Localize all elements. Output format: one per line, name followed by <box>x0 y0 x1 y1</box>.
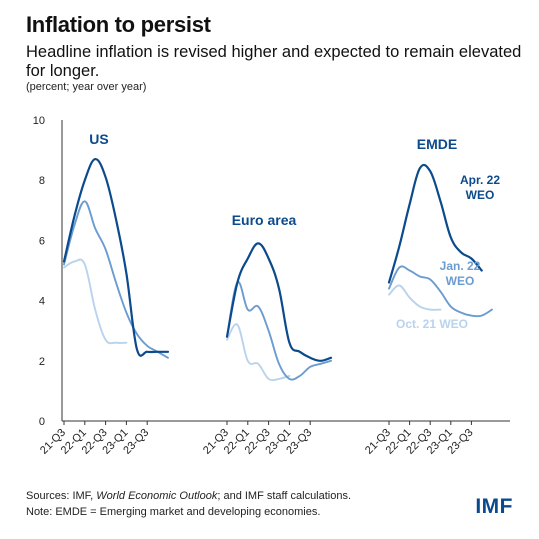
y-tick-label: 0 <box>39 416 45 428</box>
panel-label-us: US <box>89 131 108 147</box>
y-tick-label: 10 <box>33 115 45 127</box>
legend-label-oct21-line-0: Oct. 21 WEO <box>396 317 468 331</box>
definition-note: Note: EMDE = Emerging market and develop… <box>26 506 321 518</box>
y-tick-label: 4 <box>39 296 45 308</box>
sources-suffix: ; and IMF staff calculations. <box>217 490 352 502</box>
sources-note: Sources: IMF, World Economic Outlook; an… <box>26 490 351 502</box>
legend-label-apr22-line-0: Apr. 22 <box>460 173 500 187</box>
euro-area-oct-21-weo-line <box>226 323 291 382</box>
y-tick-label: 8 <box>39 175 45 187</box>
chart-subtitle: Headline inflation is revised higher and… <box>26 43 522 80</box>
legend-label-apr22-line-1: WEO <box>466 188 495 202</box>
emde-oct-21-weo-line <box>388 284 442 311</box>
us-oct-21-weo-line <box>63 258 128 345</box>
euro-area-jan-22-weo-line <box>226 281 332 381</box>
y-tick-label: 6 <box>39 235 45 247</box>
legend-label-jan22-line-1: WEO <box>446 274 475 288</box>
euro-area-apr-22-weo-line <box>225 242 333 362</box>
imf-logo: IMF <box>475 495 513 518</box>
emde-apr-22-weo-line <box>387 163 483 284</box>
y-tick-label: 2 <box>39 356 45 368</box>
us-apr-22-weo-line <box>62 158 170 357</box>
panel-label-euro-area: Euro area <box>232 212 297 228</box>
chart-title: Inflation to persist <box>26 12 211 37</box>
panel-label-emde: EMDE <box>417 136 457 152</box>
sources-italic: World Economic Outlook <box>96 490 218 502</box>
emde-jan-22-weo-line <box>388 265 493 318</box>
unit-label: (percent; year over year) <box>26 81 147 93</box>
sources-prefix: Sources: IMF, <box>26 490 97 502</box>
us-jan-22-weo-line <box>63 200 169 359</box>
legend-label-jan22-line-0: Jan. 22 <box>440 259 481 273</box>
